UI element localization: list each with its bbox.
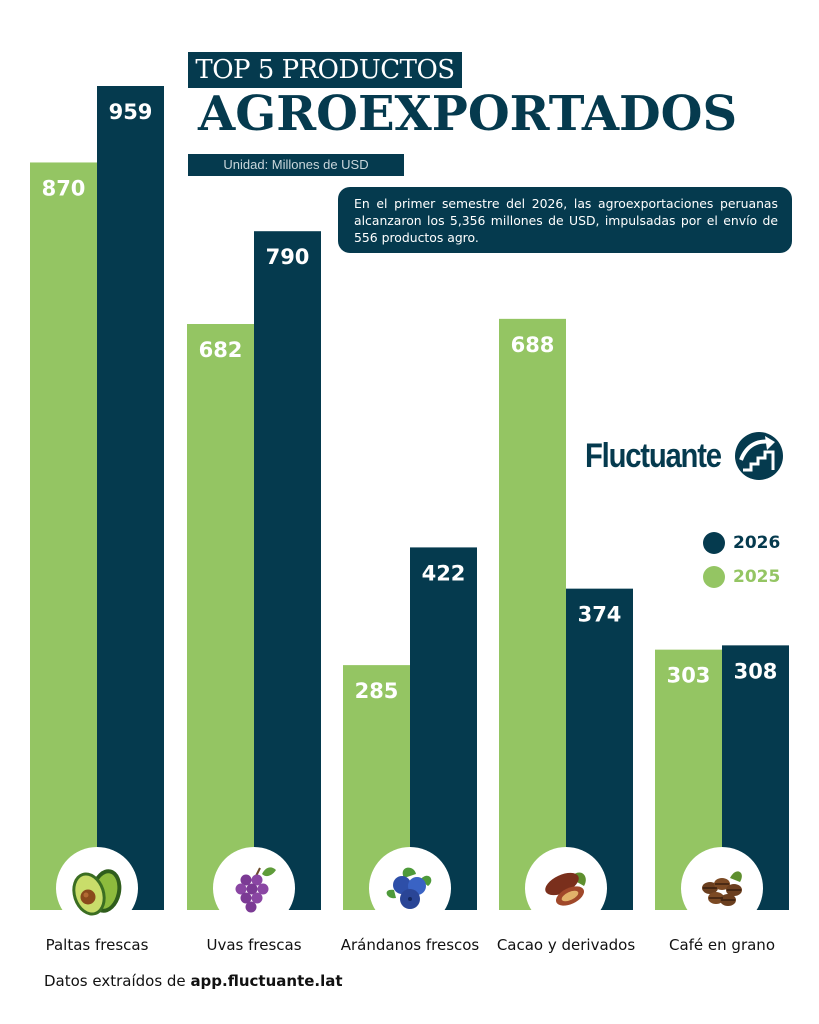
category-labels: Paltas frescas Uvas frescas Arándanos fres… xyxy=(46,936,775,954)
bar-value-2025-1: 682 xyxy=(199,338,243,362)
title-line-1: TOP 5 PRODUCTOS xyxy=(188,52,462,88)
bar-value-2026-3: 374 xyxy=(578,603,622,627)
page-title: AGROEXPORTADOS xyxy=(198,86,738,142)
brand-name: Fluctuante xyxy=(585,436,722,475)
grapes-icon xyxy=(213,847,295,929)
bar-value-2026-4: 308 xyxy=(734,659,778,683)
avocado-icon xyxy=(56,847,138,929)
trend-arrow-logo-icon xyxy=(734,432,783,480)
blueberries-icon xyxy=(369,847,451,929)
summary-note: En el primer semestre del 2026, las agro… xyxy=(338,187,792,253)
category-label-1: Uvas frescas xyxy=(206,936,301,954)
bar-2026-1 xyxy=(254,231,321,910)
bar-value-2025-0: 870 xyxy=(42,176,86,200)
coffee-beans-icon xyxy=(681,847,763,929)
category-label-0: Paltas frescas xyxy=(46,936,149,954)
category-label-2: Arándanos frescos xyxy=(341,936,480,954)
bar-value-2026-0: 959 xyxy=(109,100,153,124)
legend-swatch-2026 xyxy=(703,532,725,554)
legend: 2026 2025 xyxy=(703,526,780,594)
category-label-3: Cacao y derivados xyxy=(497,936,636,954)
bar-2026-0 xyxy=(97,86,164,910)
brand-logo: Fluctuante xyxy=(585,428,785,484)
bars-layer: 870 959 682 790 285 422 688 374 303 308 xyxy=(30,86,789,911)
cacao-icon xyxy=(525,847,607,929)
icons-layer xyxy=(56,847,763,929)
bar-2025-3 xyxy=(499,318,566,910)
bar-value-2025-2: 285 xyxy=(355,679,399,703)
legend-label-2025: 2025 xyxy=(733,567,781,587)
source-footer: Datos extraídos de app.fluctuante.lat xyxy=(44,972,343,990)
legend-item-2026: 2026 xyxy=(703,526,780,560)
bar-2025-0 xyxy=(30,162,97,911)
bar-value-2025-4: 303 xyxy=(667,664,711,688)
legend-swatch-2025 xyxy=(703,566,725,588)
bar-value-2026-1: 790 xyxy=(266,245,310,269)
category-label-4: Café en grano xyxy=(669,936,775,954)
bar-value-2025-3: 688 xyxy=(511,333,555,357)
unit-label: Unidad: Millones de USD xyxy=(188,154,404,176)
bar-value-2026-2: 422 xyxy=(422,561,466,585)
legend-label-2026: 2026 xyxy=(733,533,781,553)
source-prefix: Datos extraídos de xyxy=(44,972,191,990)
legend-item-2025: 2025 xyxy=(703,560,780,594)
bar-2025-1 xyxy=(187,324,254,911)
source-link[interactable]: app.fluctuante.lat xyxy=(190,972,343,990)
